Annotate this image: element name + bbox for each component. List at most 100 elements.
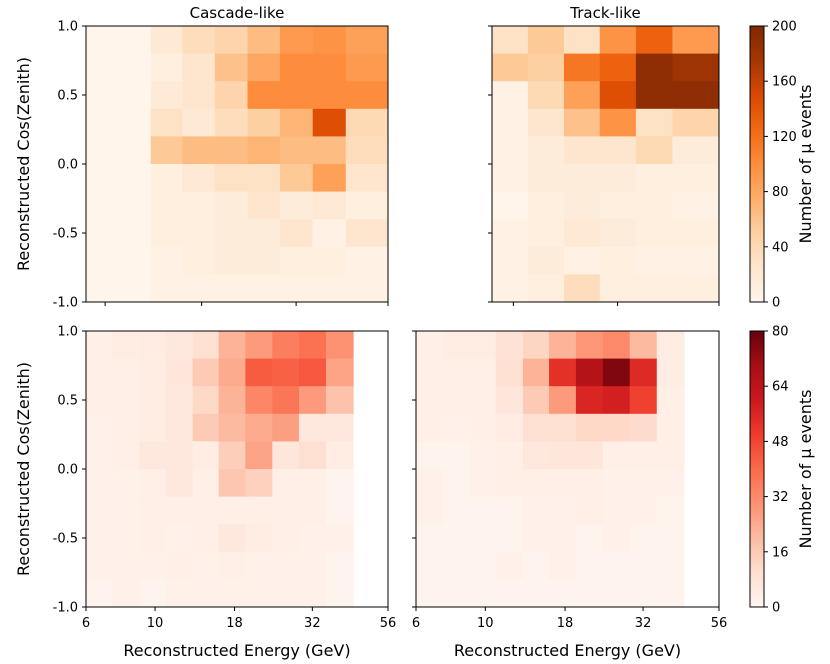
heatmap-cell (416, 524, 443, 553)
heatmap-cell (672, 53, 720, 82)
heatmap-cell (150, 246, 183, 275)
heatmap-cell (416, 331, 443, 359)
heatmap-cell (325, 551, 354, 580)
heatmap-cell (112, 358, 140, 387)
heatmap-cell (492, 219, 529, 248)
heatmap-cell (345, 81, 389, 110)
heatmap-cell (86, 469, 113, 497)
heatmap-cell (416, 413, 443, 442)
heatmap-cell (656, 386, 685, 415)
heatmap-cell (86, 386, 113, 415)
heatmap-cell (469, 496, 497, 525)
heatmap-cell (549, 524, 577, 553)
colorbar-tick-label: 120 (772, 130, 797, 145)
heatmap-cell (575, 524, 604, 553)
panel-title: Cascade-like (190, 4, 285, 22)
heatmap-panel-4: 6 10 18 32 56 Reconstructed Energy (GeV) (412, 330, 727, 660)
heatmap-cell (214, 26, 248, 54)
heatmap-cell (192, 358, 220, 387)
heatmap-cell (549, 469, 577, 497)
heatmap-cell (635, 108, 673, 137)
heatmap-cell (522, 469, 550, 497)
heatmap-cell (656, 413, 685, 442)
heatmap-cell (469, 358, 497, 387)
heatmap-cell (602, 441, 631, 470)
heatmap-cell (492, 164, 529, 192)
heatmap-cell (279, 246, 314, 275)
heatmap-cell (279, 274, 314, 303)
heatmap-cell (247, 219, 281, 248)
heatmap-cell (672, 274, 720, 303)
heatmap-cell (527, 164, 565, 192)
heatmap-cell (312, 219, 347, 248)
heatmap-cell (139, 496, 166, 525)
heatmap-cell (139, 386, 166, 415)
x-axis-label: Reconstructed Energy (GeV) (123, 641, 350, 660)
heatmap-cell (150, 191, 183, 220)
heatmap-cell (629, 413, 658, 442)
heatmap-cell (416, 579, 443, 608)
heatmap-cell (299, 579, 327, 608)
heatmap-cell (214, 53, 248, 82)
heatmap-cell (117, 108, 152, 137)
heatmap-cell (416, 441, 443, 470)
heatmap-cell (629, 331, 658, 359)
heatmap-cell (86, 246, 119, 275)
heatmap-cell (218, 579, 246, 608)
heatmap-cell (672, 191, 720, 220)
heatmap-cell (245, 331, 273, 359)
heatmap-cell (247, 191, 281, 220)
heatmap-cell (86, 413, 113, 442)
heatmap-cell (345, 191, 389, 220)
colorbar-2: 80 64 48 32 16 0 Number of μ events (749, 325, 815, 616)
colorbar-1: 200 160 120 80 40 0 Number of μ events (749, 20, 815, 311)
y-tick-label: 0.0 (57, 463, 78, 478)
heatmap-cell (416, 496, 443, 525)
heatmap-cell (563, 191, 601, 220)
heatmap-cell (86, 331, 113, 359)
heatmap-cell (325, 331, 354, 359)
heatmap-cell (469, 579, 497, 608)
heatmap-cell (575, 496, 604, 525)
heatmap-cell (279, 219, 314, 248)
heatmap-cell (117, 136, 152, 165)
heatmap-cell (299, 496, 327, 525)
heatmap-cell (150, 26, 183, 54)
heatmap-cell (469, 386, 497, 415)
heatmap-cell (469, 441, 497, 470)
heatmap-cell (527, 219, 565, 248)
heatmap-cell (599, 191, 637, 220)
heatmap-cell (272, 551, 300, 580)
heatmap-cell (245, 551, 273, 580)
x-tick-label: 18 (226, 616, 243, 631)
heatmap-cell (549, 413, 577, 442)
heatmap-cell (527, 274, 565, 303)
heatmap-cell (492, 136, 529, 165)
heatmap-cell (442, 386, 470, 415)
y-axis-label: Reconstructed Cos(Zenith) (14, 57, 33, 271)
heatmap-cell (656, 331, 685, 359)
heatmap-cell (442, 496, 470, 525)
heatmap-cell (495, 413, 524, 442)
heatmap-cell (325, 524, 354, 553)
x-axis-label: Reconstructed Energy (GeV) (454, 641, 681, 660)
heatmap-cell (575, 579, 604, 608)
heatmap-cell (86, 524, 113, 553)
heatmap-cell (86, 274, 119, 303)
colorbar-tick-label: 200 (772, 20, 797, 35)
y-tick-label: -0.5 (53, 227, 78, 242)
heatmap-cell (672, 108, 720, 137)
heatmap-cell (150, 81, 183, 110)
heatmap-cell (656, 551, 685, 580)
heatmap-cell (86, 53, 119, 82)
heatmap-cell (522, 524, 550, 553)
heatmap-cell (112, 331, 140, 359)
heatmap-cell (139, 524, 166, 553)
heatmap-cell (139, 469, 166, 497)
colorbar-tick-label: 0 (772, 296, 780, 311)
heatmap-cell (150, 274, 183, 303)
heatmap-cell (656, 524, 685, 553)
x-tick-label: 32 (304, 616, 321, 631)
heatmap-cell (214, 219, 248, 248)
heatmap-cell (469, 551, 497, 580)
